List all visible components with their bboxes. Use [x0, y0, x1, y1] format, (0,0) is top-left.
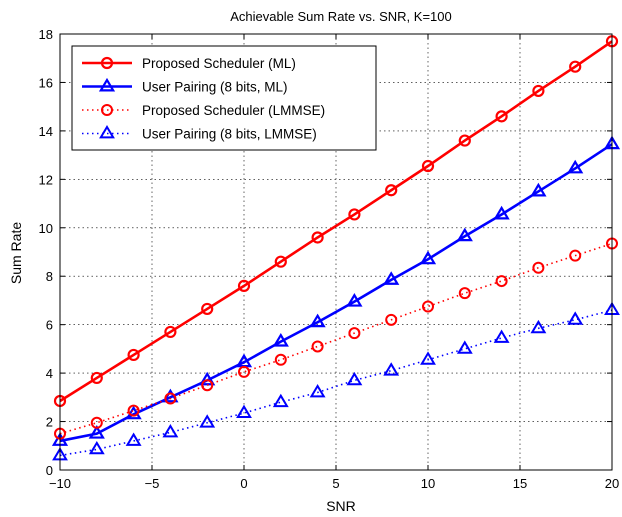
x-tick-label: 5 [332, 476, 339, 491]
series-line [59, 242, 613, 435]
data-point [421, 159, 435, 173]
legend-item: Proposed Scheduler (LMMSE) [82, 103, 325, 118]
data-point [274, 353, 287, 366]
data-point [90, 416, 103, 429]
data-point [127, 348, 140, 362]
x-tick-label: 15 [513, 476, 527, 491]
data-point [201, 302, 214, 316]
y-tick-label: 0 [46, 463, 53, 478]
data-point [272, 393, 289, 408]
x-tick-label: 20 [605, 476, 619, 491]
y-tick-label: 16 [39, 75, 53, 90]
legend-marker [100, 56, 114, 70]
data-point [419, 250, 437, 265]
series-line [59, 309, 613, 457]
data-point [456, 227, 473, 242]
data-point [125, 405, 142, 420]
data-point [493, 329, 510, 343]
data-point [532, 84, 545, 98]
data-point [530, 319, 547, 334]
data-point [236, 404, 252, 418]
data-point [383, 362, 400, 376]
series-1 [53, 35, 619, 408]
data-point [238, 365, 250, 378]
x-axis-label: SNR [326, 498, 356, 514]
data-point [348, 327, 361, 340]
series-2 [51, 135, 621, 446]
y-axis-label: Sum Rate [8, 222, 24, 284]
y-tick-label: 14 [39, 124, 53, 139]
data-point [567, 159, 584, 174]
data-point [237, 279, 251, 293]
data-point [199, 371, 216, 386]
data-point [162, 388, 179, 403]
data-point [495, 110, 508, 123]
data-point [274, 255, 287, 268]
data-point [458, 134, 471, 147]
data-point [127, 404, 140, 417]
data-point [422, 300, 434, 313]
legend-label: Proposed Scheduler (ML) [142, 56, 296, 71]
data-point [162, 423, 179, 438]
legend: Proposed Scheduler (ML) User Pairing (8 b… [71, 45, 377, 151]
chart-title: Achievable Sum Rate vs. SNR, K=100 [230, 9, 451, 24]
data-point [532, 261, 545, 274]
legend-item: User Pairing (8 bits, ML) [82, 77, 288, 95]
data-point [346, 293, 363, 307]
y-tick-label: 18 [39, 27, 53, 42]
legend-marker [99, 125, 115, 139]
data-point [530, 182, 547, 197]
data-point [90, 371, 103, 385]
data-point [495, 275, 508, 288]
data-point [458, 287, 471, 300]
series-line [59, 40, 613, 403]
legend-label: Proposed Scheduler (LMMSE) [142, 103, 325, 118]
x-tick-label: 10 [421, 476, 435, 491]
y-tick-label: 2 [46, 415, 53, 430]
series-layer [51, 35, 621, 461]
legend-marker [98, 77, 116, 92]
data-point [201, 379, 214, 392]
data-point [346, 371, 363, 386]
data-point [311, 231, 324, 244]
series-3 [54, 237, 618, 440]
data-point [567, 311, 584, 325]
data-point [88, 440, 105, 455]
axis-ticks: −10 −5 0 5 10 15 20 0 2 4 6 8 10 12 14 16 18 [39, 27, 620, 491]
data-point [383, 271, 400, 285]
legend-item: User Pairing (8 bits, LMMSE) [82, 125, 317, 142]
x-tick-label: −10 [49, 476, 71, 491]
x-tick-label: 0 [240, 476, 247, 491]
data-point [272, 332, 289, 347]
legend-label: User Pairing (8 bits, ML) [142, 80, 288, 95]
data-point [569, 249, 582, 262]
y-tick-label: 6 [46, 318, 53, 333]
data-point [385, 184, 398, 197]
data-point [164, 392, 177, 405]
data-point [309, 313, 326, 328]
data-point [385, 313, 398, 326]
legend-item: Proposed Scheduler (ML) [82, 56, 296, 71]
data-point [311, 340, 324, 353]
data-point [420, 351, 436, 365]
y-tick-label: 12 [39, 172, 53, 187]
data-point [456, 340, 473, 354]
series-line [59, 143, 613, 443]
data-point [199, 414, 216, 428]
y-tick-label: 10 [39, 221, 53, 236]
data-point [309, 384, 326, 398]
data-point [125, 432, 142, 446]
y-tick-label: 8 [46, 269, 53, 284]
data-point [569, 60, 582, 73]
x-tick-label: −5 [145, 476, 160, 491]
data-point [88, 425, 105, 439]
data-point [164, 325, 177, 339]
data-point [348, 208, 361, 221]
legend-label: User Pairing (8 bits, LMMSE) [142, 127, 317, 142]
data-point [493, 205, 510, 220]
y-tick-label: 4 [46, 366, 53, 381]
legend-marker [101, 104, 113, 116]
